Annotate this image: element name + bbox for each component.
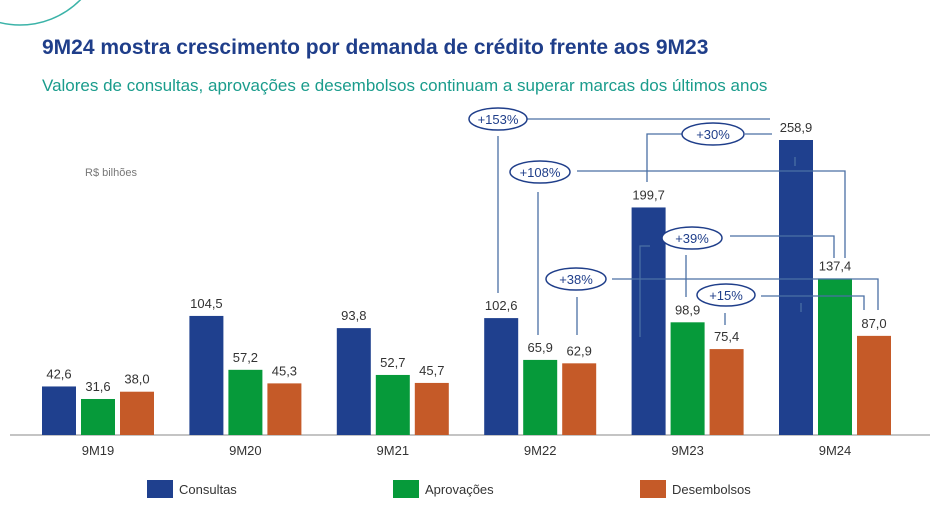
bar-consultas-9m19 [42,386,76,435]
data-label: 87,0 [861,316,886,331]
annotation-bubble [509,160,571,184]
data-label: 102,6 [485,298,518,313]
data-label: 258,9 [780,120,813,135]
data-label: 75,4 [714,329,739,344]
annotation-growth-label: +39% [675,231,709,246]
bar-aprovações-9m19 [81,398,115,435]
data-label: 98,9 [675,302,700,317]
legend-item-aprovacoes: Aprovações [393,480,494,498]
bar-aprovações-9m21 [375,374,410,435]
bar-aprovações-9m23 [670,322,705,435]
annotation-growth-label: +153% [478,112,519,127]
bar-desembolsos-9m23 [709,349,744,435]
bar-aprovações-9m24 [818,278,852,435]
legend-item-consultas: Consultas [147,480,237,498]
legend-swatch [393,480,419,498]
x-tick-label: 9M19 [82,443,115,458]
bar-desembolsos-9m21 [414,382,449,435]
x-tick-label: 9M23 [671,443,704,458]
annotation-growth-label: +30% [696,127,730,142]
annotation-growth-label: +108% [520,165,561,180]
bar-desembolsos-9m19 [120,391,154,435]
annotation-connector [646,133,682,182]
annotation-bubble [545,267,607,291]
x-tick-label: 9M21 [377,443,410,458]
legend-item-desembolsos: Desembolsos [640,480,751,498]
data-label: 38,0 [124,372,149,387]
bar-consultas-9m24 [779,140,813,435]
annotation-connector [761,295,865,310]
data-label: 52,7 [380,355,405,370]
data-label: 42,6 [46,366,71,381]
annotation-connector [612,278,879,310]
data-label: 104,5 [190,296,223,311]
bar-desembolsos-9m22 [562,363,597,435]
data-label: 57,2 [233,350,258,365]
unit-label: R$ bilhões [85,167,137,179]
legend-label: Consultas [179,481,237,497]
annotation-growth-label: +38% [559,272,593,287]
annotation-connector [730,235,835,258]
data-label: 31,6 [85,379,110,394]
annotation-bubble [661,226,723,250]
bar-consultas-9m21 [336,328,371,435]
data-label: 45,3 [272,363,297,378]
bar-aprovações-9m20 [228,369,263,435]
annotation-bubble [681,122,745,146]
annotation-bubble [468,107,528,131]
x-tick-label: 9M24 [819,443,852,458]
chart-subtitle: Valores de consultas, aprovações e desem… [42,76,768,95]
data-label: 45,7 [419,363,444,378]
bar-desembolsos-9m24 [857,335,891,435]
annotation-bubble [696,283,756,307]
legend-swatch [147,480,173,498]
chart-title: 9M24 mostra crescimento por demanda de c… [42,36,709,59]
bar-consultas-9m23 [631,207,666,435]
data-label: 93,8 [341,308,366,323]
x-tick-label: 9M20 [229,443,262,458]
annotation-connector [577,170,846,258]
data-label: 199,7 [632,187,665,202]
data-label: 65,9 [528,340,553,355]
legend-label: Aprovações [425,481,494,497]
annotation-growth-label: +15% [709,288,743,303]
bar-desembolsos-9m20 [267,383,302,435]
x-tick-label: 9M22 [524,443,557,458]
data-label: 137,4 [819,258,852,273]
legend-label: Desembolsos [672,481,751,497]
bar-consultas-9m20 [189,315,224,435]
data-label: 62,9 [567,343,592,358]
bar-aprovações-9m22 [523,359,558,435]
legend-swatch [640,480,666,498]
annotation-connector [639,245,650,337]
bar-consultas-9m22 [484,318,519,435]
